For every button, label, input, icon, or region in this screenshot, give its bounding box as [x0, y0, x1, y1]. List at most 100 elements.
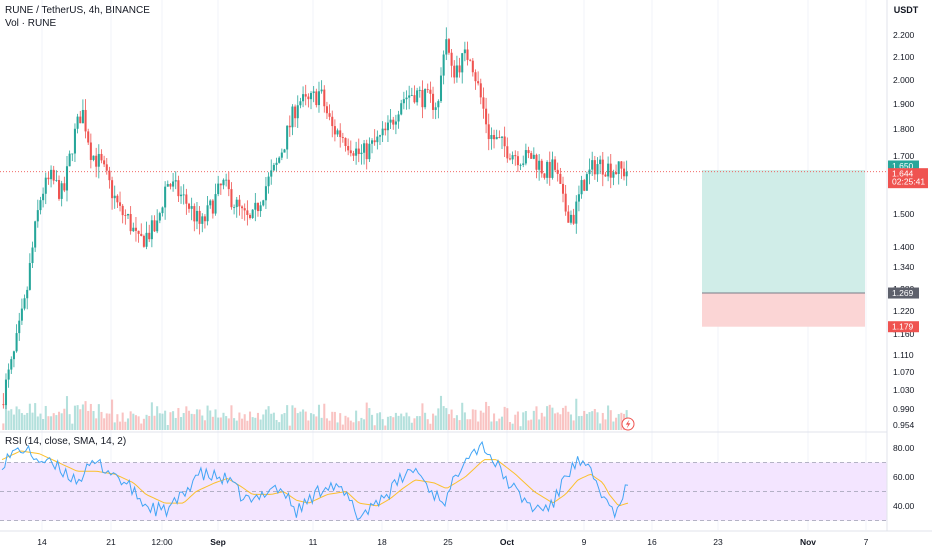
volume-bar [280, 414, 283, 430]
volume-bar [81, 404, 84, 430]
candle [177, 175, 180, 202]
volume-bar [214, 409, 217, 430]
volume-bar [418, 416, 421, 430]
price-tick-label: 1.070 [893, 367, 915, 377]
volume-bar [577, 416, 580, 430]
rsi-tick-label: 40.00 [893, 501, 915, 511]
volume-bar [180, 417, 183, 430]
target-price-label: 1.650 [892, 161, 914, 171]
volume-bar [612, 421, 615, 430]
stop-price-label: 1.179 [892, 322, 914, 332]
volume-bar [548, 404, 551, 430]
volume-bar [540, 412, 543, 430]
price-tick-label: 2.200 [893, 30, 915, 40]
volume-bar [73, 405, 76, 430]
volume-bar [270, 413, 273, 430]
volume-bar [95, 418, 98, 430]
candle [20, 298, 23, 325]
volume-bar [498, 418, 501, 430]
long-position-target-zone[interactable] [702, 170, 865, 294]
price-axis[interactable]: 2.2002.1002.0001.9001.8001.7001.6001.500… [893, 30, 915, 430]
candle [511, 151, 514, 165]
bar-countdown-label: 02:25:41 [892, 177, 925, 187]
candle [201, 213, 204, 233]
candle [217, 175, 220, 197]
candle [108, 166, 111, 189]
volume-bar [233, 418, 236, 430]
candle [450, 48, 453, 78]
candle [73, 123, 76, 162]
candle [554, 156, 557, 172]
volume-bar [429, 423, 432, 430]
volume-bar [121, 412, 124, 430]
candle [516, 151, 519, 172]
candle [164, 181, 167, 220]
time-axis[interactable]: 14 21 12:00 Sep 11 18 25 Oct 9 16 23 Nov 7 [37, 537, 868, 547]
candle [389, 109, 392, 130]
time-tick-label: 14 [37, 537, 47, 547]
time-tick-label: 18 [377, 537, 387, 547]
volume-bar [363, 419, 366, 430]
volume-bar [209, 410, 212, 430]
volume-bar [92, 411, 95, 430]
candle [575, 195, 578, 234]
volume-bar [511, 423, 514, 430]
price-tick-label: 1.900 [893, 99, 915, 109]
volume-bar [119, 421, 122, 430]
volume-bar [323, 403, 326, 430]
volume-bar [331, 411, 334, 430]
candle [442, 50, 445, 85]
candle [153, 215, 156, 233]
long-position-stop-zone[interactable] [702, 293, 865, 327]
volume-bar [352, 422, 355, 430]
candle [333, 119, 336, 142]
candle [477, 71, 480, 86]
volume-bar [129, 411, 132, 430]
volume-bar [60, 413, 63, 430]
candle [97, 144, 100, 179]
candle [373, 129, 376, 146]
candle [214, 183, 217, 216]
volume-bar [34, 403, 37, 430]
candle [60, 180, 63, 207]
candle [15, 324, 18, 353]
volume-bar [591, 411, 594, 430]
currency-box[interactable] [888, 0, 932, 20]
candle [376, 130, 379, 150]
candle [169, 183, 172, 190]
candle [593, 155, 596, 180]
volume-bar [344, 415, 347, 430]
volume-bar [307, 420, 310, 430]
volume-bar [225, 416, 228, 430]
candle [12, 350, 15, 368]
candle [150, 215, 153, 248]
volume-bar [10, 409, 13, 430]
volume-bar [458, 420, 461, 430]
volume-bar [569, 414, 572, 430]
candle [58, 175, 61, 201]
volume-bars [2, 395, 628, 430]
candle [392, 116, 395, 130]
candle [445, 27, 448, 61]
currency-label[interactable]: USDT [894, 5, 919, 15]
candle [331, 110, 334, 138]
candle [561, 176, 565, 203]
volume-bar [384, 425, 387, 430]
volume-bar [583, 410, 586, 430]
candle [498, 130, 501, 139]
candle [424, 88, 427, 110]
candle [134, 216, 137, 242]
candle [137, 230, 140, 243]
volume-bar [174, 417, 177, 430]
volume-bar [286, 405, 289, 430]
price-tick-label: 1.700 [893, 151, 915, 161]
volume-bar [52, 413, 55, 430]
volume-bar [599, 423, 602, 430]
candle [426, 83, 429, 93]
volume-bar [535, 406, 538, 430]
lightning-icon[interactable] [621, 417, 635, 431]
candle [142, 234, 145, 248]
candle [559, 167, 562, 184]
rsi-axis[interactable]: 80.00 60.00 40.00 [893, 443, 915, 511]
